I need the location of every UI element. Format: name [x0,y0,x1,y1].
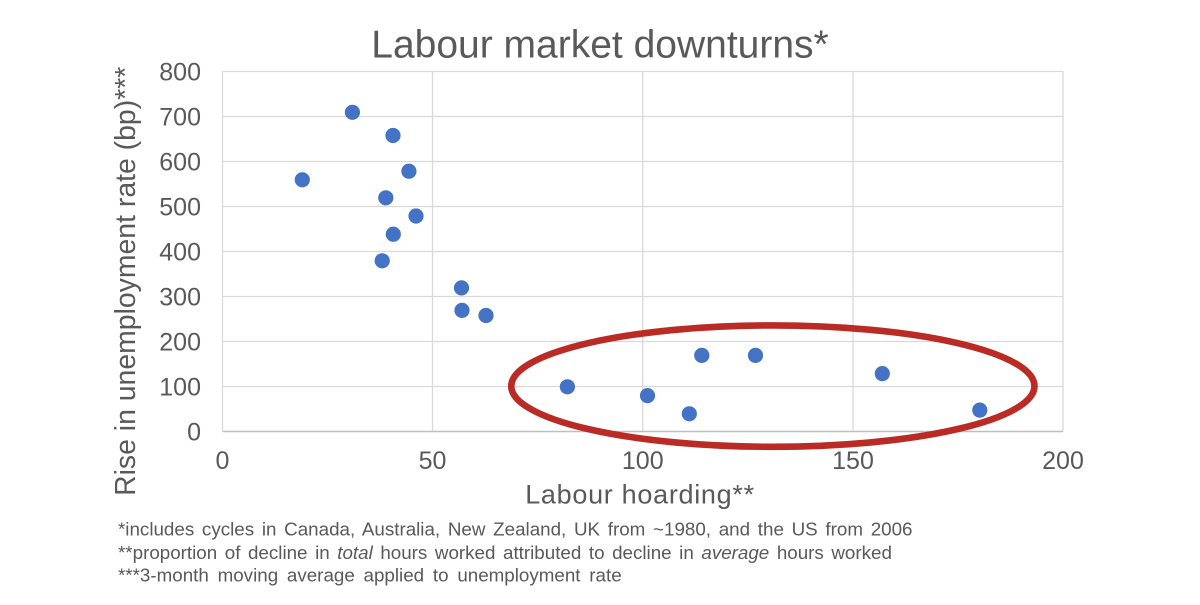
svg-text:100: 100 [159,374,201,402]
svg-text:0: 0 [187,419,201,447]
svg-text:150: 150 [832,447,874,475]
svg-text:Rise in unemployment rate (bp): Rise in unemployment rate (bp)*** [110,67,142,496]
svg-text:***3-month moving average appl: ***3-month moving average applied to une… [118,565,622,586]
svg-text:800: 800 [159,59,201,87]
svg-text:50: 50 [419,447,447,475]
svg-text:600: 600 [159,149,201,177]
svg-text:200: 200 [1042,447,1084,475]
svg-text:**proportion of decline in tot: **proportion of decline in total hours w… [118,542,892,563]
svg-text:500: 500 [159,194,201,222]
svg-text:Labour market downturns*: Labour market downturns* [371,24,828,67]
svg-text:400: 400 [159,239,201,267]
svg-text:100: 100 [622,447,664,475]
svg-text:200: 200 [159,329,201,357]
svg-text:300: 300 [159,284,201,312]
svg-text:0: 0 [216,447,230,475]
svg-text:700: 700 [159,104,201,132]
svg-text:Labour hoarding**: Labour hoarding** [525,480,755,510]
svg-text:*includes cycles in Canada, Au: *includes cycles in Canada, Australia, N… [118,519,913,540]
